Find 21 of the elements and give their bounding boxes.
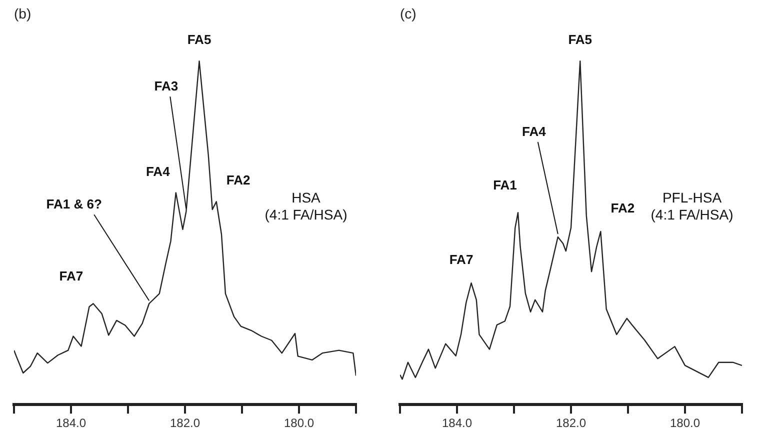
chart-title: (b) [14,5,32,22]
x-tick-label: 184.0 [442,416,472,430]
x-tick-label: 182.0 [556,416,586,430]
annotation: PFL-HSA (4:1 FA/HSA) [650,189,734,222]
annotation: FA5 [568,32,592,48]
annotation: FA2 [610,200,635,216]
annotation: FA2 [226,172,250,188]
annotation: HSA (4:1 FA/HSA) [264,189,348,222]
annotation: FA5 [187,32,212,48]
annotation: FA1 [493,178,517,193]
annotation: FA4 [146,164,171,179]
annotation: FA7 [59,268,84,284]
annotation: FA3 [154,78,178,94]
chart-title: (c) [400,5,416,22]
x-tick-label: 180.0 [670,416,700,430]
annotation: FA4 [522,124,547,140]
x-tick-label: 180.0 [284,416,314,430]
annotation: FA1 & 6? [46,196,102,212]
annotation: FA7 [449,252,474,268]
x-tick-label: 182.0 [170,416,200,430]
x-tick-label: 184.0 [56,416,86,430]
